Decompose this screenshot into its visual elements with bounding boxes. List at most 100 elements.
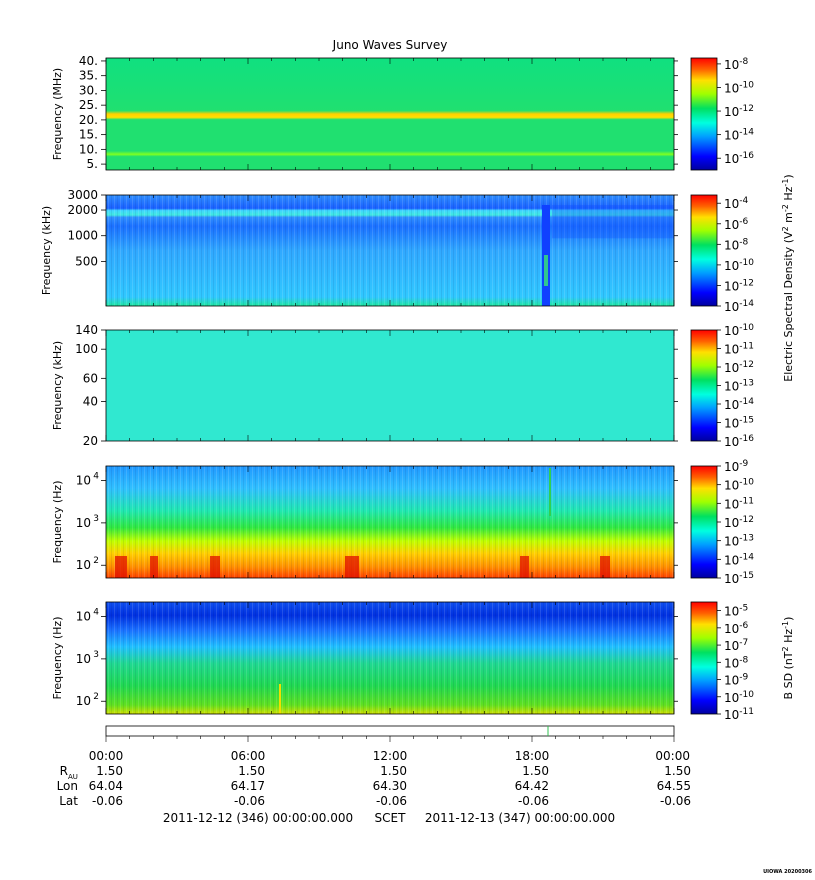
colorbar-tick-label: 10-8 bbox=[724, 655, 749, 670]
y-tick-label: 500 bbox=[75, 254, 98, 268]
y-tick-label: 25. bbox=[79, 98, 98, 112]
ephemeris-value: 1.50 bbox=[664, 764, 691, 778]
ephemeris-row-sublabel: AU bbox=[68, 773, 78, 781]
x-tick-label: 18:00 bbox=[515, 749, 550, 763]
colorbar-tick-label: 10-16 bbox=[724, 434, 754, 449]
ephemeris-value: 64.55 bbox=[657, 779, 691, 793]
colorbar-tick-label: 10-8 bbox=[724, 57, 749, 72]
colorbar-tick-label: 10-11 bbox=[724, 707, 754, 722]
ephemeris-value: -0.06 bbox=[92, 794, 123, 808]
y-tick-exponent: 4 bbox=[93, 472, 99, 482]
colorbar-tick-label: 10-9 bbox=[724, 673, 749, 688]
y-axis-label: Frequency (kHz) bbox=[51, 341, 64, 430]
colorbar-tick-label: 10-10 bbox=[724, 323, 754, 338]
x-tick-label: 00:00 bbox=[655, 749, 690, 763]
colorbar-tick-label: 10-5 bbox=[724, 604, 748, 619]
y-tick-label: 10 bbox=[76, 694, 91, 708]
y-tick-exponent: 2 bbox=[93, 556, 99, 566]
ephemeris-value: 64.04 bbox=[89, 779, 123, 793]
y-tick-label: 5. bbox=[87, 157, 98, 171]
chart-title: Juno Waves Survey bbox=[332, 38, 448, 52]
x-tick-label: 06:00 bbox=[231, 749, 266, 763]
transient-core bbox=[544, 255, 548, 286]
transient-line bbox=[549, 468, 551, 516]
colorbar-tick-label: 10-16 bbox=[724, 151, 754, 166]
y-tick-label: 30. bbox=[79, 83, 98, 97]
colorbar-4 bbox=[690, 465, 718, 579]
spectrogram-texture bbox=[106, 195, 674, 306]
y-tick-label: 1000 bbox=[67, 229, 98, 243]
y-tick-exponent: 4 bbox=[93, 608, 99, 618]
colorbar-tick-label: 10-6 bbox=[724, 217, 749, 232]
y-tick-label: 10 bbox=[76, 610, 91, 624]
transient-line bbox=[279, 684, 281, 714]
colorbar-tick-label: 10-12 bbox=[724, 515, 754, 530]
colorbar-tick-label: 10-11 bbox=[724, 342, 754, 357]
spectrogram-3 bbox=[106, 330, 674, 441]
y-tick-exponent: 2 bbox=[93, 692, 99, 702]
y-tick-label: 2000 bbox=[67, 203, 98, 217]
y-tick-label: 100 bbox=[75, 342, 98, 356]
colorbar-1 bbox=[690, 57, 718, 171]
colorbar-tick-label: 10-12 bbox=[724, 278, 754, 293]
post-event-region bbox=[552, 205, 674, 239]
footer-tag: UIOWA 20200306 bbox=[763, 869, 812, 875]
ephemeris-value: 1.50 bbox=[380, 764, 407, 778]
ephemeris-value: 64.30 bbox=[373, 779, 407, 793]
y-axis-label: Frequency (Hz) bbox=[51, 481, 64, 564]
y-tick-exponent: 3 bbox=[93, 514, 99, 524]
colorbar-tick-label: 10-12 bbox=[724, 104, 754, 119]
intensity-patch bbox=[345, 556, 359, 578]
ephemeris-value: 1.50 bbox=[522, 764, 549, 778]
colorbar-tick-label: 10-10 bbox=[724, 80, 754, 95]
colorbar-label: B SD (nT2 Hz-1) bbox=[781, 617, 795, 700]
y-tick-label: 10 bbox=[76, 516, 91, 530]
y-tick-label: 40. bbox=[79, 54, 98, 68]
intensity-patch bbox=[210, 556, 220, 578]
y-tick-label: 20 bbox=[83, 434, 98, 448]
x-tick-label: 00:00 bbox=[89, 749, 124, 763]
spectrogram-texture bbox=[106, 602, 674, 714]
colorbar-tick-label: 10-13 bbox=[724, 534, 754, 549]
y-axis-label: Frequency (kHz) bbox=[40, 206, 53, 295]
colorbar-tick-label: 10-12 bbox=[724, 360, 754, 375]
x-tick-label: 12:00 bbox=[373, 749, 408, 763]
colorbar-tick-label: 10-13 bbox=[724, 379, 754, 394]
ephemeris-value: -0.06 bbox=[518, 794, 549, 808]
ephemeris-row-label: Lon bbox=[57, 779, 78, 793]
colorbar-tick-label: 10-14 bbox=[724, 552, 754, 567]
colorbar-tick-label: 10-6 bbox=[724, 621, 749, 636]
intensity-patch bbox=[520, 556, 529, 578]
colorbar-tick-label: 10-4 bbox=[724, 196, 749, 211]
ephemeris-value: 1.50 bbox=[238, 764, 265, 778]
y-tick-label: 10. bbox=[79, 142, 98, 156]
y-tick-label: 20. bbox=[79, 113, 98, 127]
y-axis-label: Frequency (MHz) bbox=[51, 68, 64, 160]
y-tick-label: 60 bbox=[83, 371, 98, 385]
colorbar-tick-label: 10-10 bbox=[724, 478, 754, 493]
y-tick-label: 10 bbox=[76, 652, 91, 666]
ephemeris-row-label: R bbox=[60, 764, 68, 778]
y-tick-exponent: 3 bbox=[93, 650, 99, 660]
ephemeris-value: 64.42 bbox=[515, 779, 549, 793]
intensity-patch bbox=[600, 556, 610, 578]
event-strip bbox=[105, 725, 675, 737]
colorbar-shared-label: Electric Spectral Density (V2 m-2 Hz-1) bbox=[781, 174, 795, 381]
y-tick-label: 3000 bbox=[67, 188, 98, 202]
colorbar-tick-label: 10-8 bbox=[724, 237, 749, 252]
panel-3: 20 40 60 100 140 Frequency (kHz) 10-16 10-15 10-… bbox=[51, 323, 754, 449]
y-tick-label: 35. bbox=[79, 69, 98, 83]
time-range-start: 2011-12-12 (346) 00:00:00.000 bbox=[163, 811, 353, 825]
y-tick-label: 15. bbox=[79, 128, 98, 142]
colorbar-tick-label: 10-11 bbox=[724, 496, 754, 511]
time-range-end: 2011-12-13 (347) 00:00:00.000 bbox=[425, 811, 615, 825]
panel-1: 5.10.15.20.25.30.35.40. Frequency (MHz) 10… bbox=[51, 54, 754, 171]
y-tick-label: 140 bbox=[75, 323, 98, 337]
colorbar-tick-label: 10-14 bbox=[724, 128, 754, 143]
intensity-patch bbox=[115, 556, 127, 578]
colorbar-tick-label: 10-9 bbox=[724, 459, 749, 474]
y-tick-label: 10 bbox=[76, 474, 91, 488]
spectrogram-texture bbox=[106, 466, 674, 578]
